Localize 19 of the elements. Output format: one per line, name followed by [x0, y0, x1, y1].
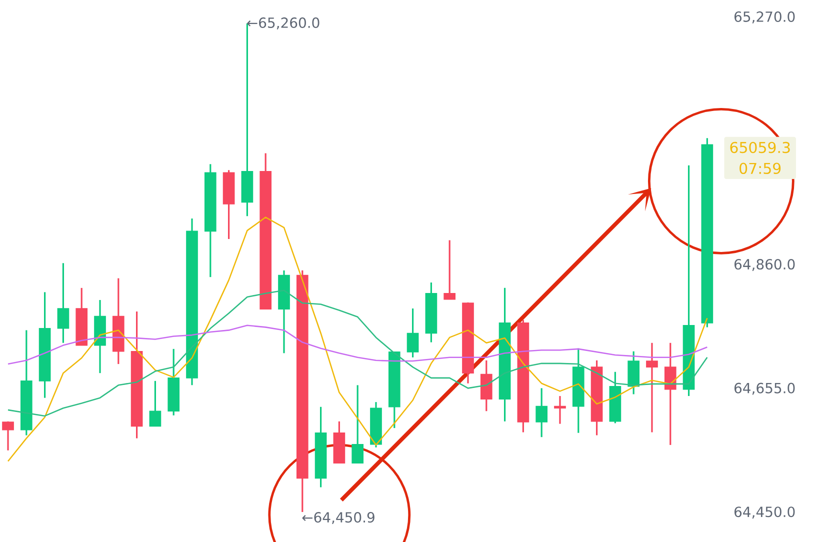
candlestick — [352, 384, 364, 464]
candlestick — [149, 380, 162, 428]
candlestick — [664, 342, 676, 446]
line-series — [7, 216, 708, 462]
text: 65059.3 — [730, 142, 790, 154]
y-tick-label: 64,860.0 — [734, 258, 795, 271]
candlestick — [554, 395, 566, 425]
candlestick — [646, 342, 658, 434]
y-tick-label: 65,270.0 — [734, 11, 795, 24]
candlestick — [406, 308, 419, 358]
candlestick — [57, 262, 70, 344]
y-tick-label: 64,450.0 — [734, 506, 795, 519]
annotation: ←65,260.0 — [247, 17, 320, 30]
annotation: ←64,450.9 — [302, 512, 374, 524]
text: 07:59 — [740, 162, 781, 174]
y-tick-label: 64,655.0 — [734, 382, 795, 395]
candlestick — [444, 239, 456, 300]
candlestick — [2, 420, 14, 452]
candlestick — [536, 387, 548, 438]
